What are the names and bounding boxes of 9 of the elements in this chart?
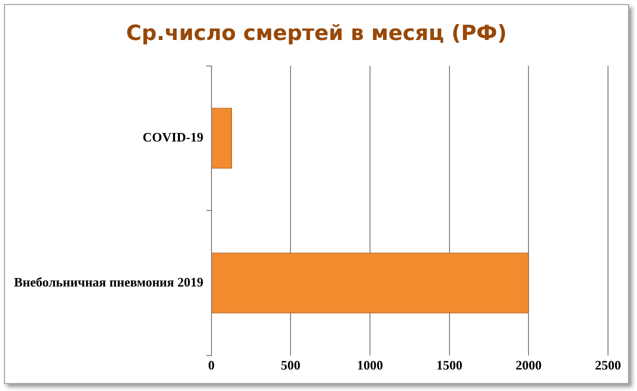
chart-title: Ср.число смертей в месяц (РФ)	[125, 21, 508, 45]
y-tick-label: COVID-19	[142, 130, 204, 145]
x-tick-label: 500	[280, 358, 300, 373]
x-tick-label: 0	[208, 358, 215, 373]
x-tick-label: 1500	[436, 358, 462, 373]
y-tick-label: Внебольничная пневмония 2019	[14, 274, 204, 290]
x-tick-label: 2500	[595, 358, 621, 373]
x-tick-label: 1000	[357, 358, 384, 373]
x-tick-label: 2000	[516, 358, 542, 373]
